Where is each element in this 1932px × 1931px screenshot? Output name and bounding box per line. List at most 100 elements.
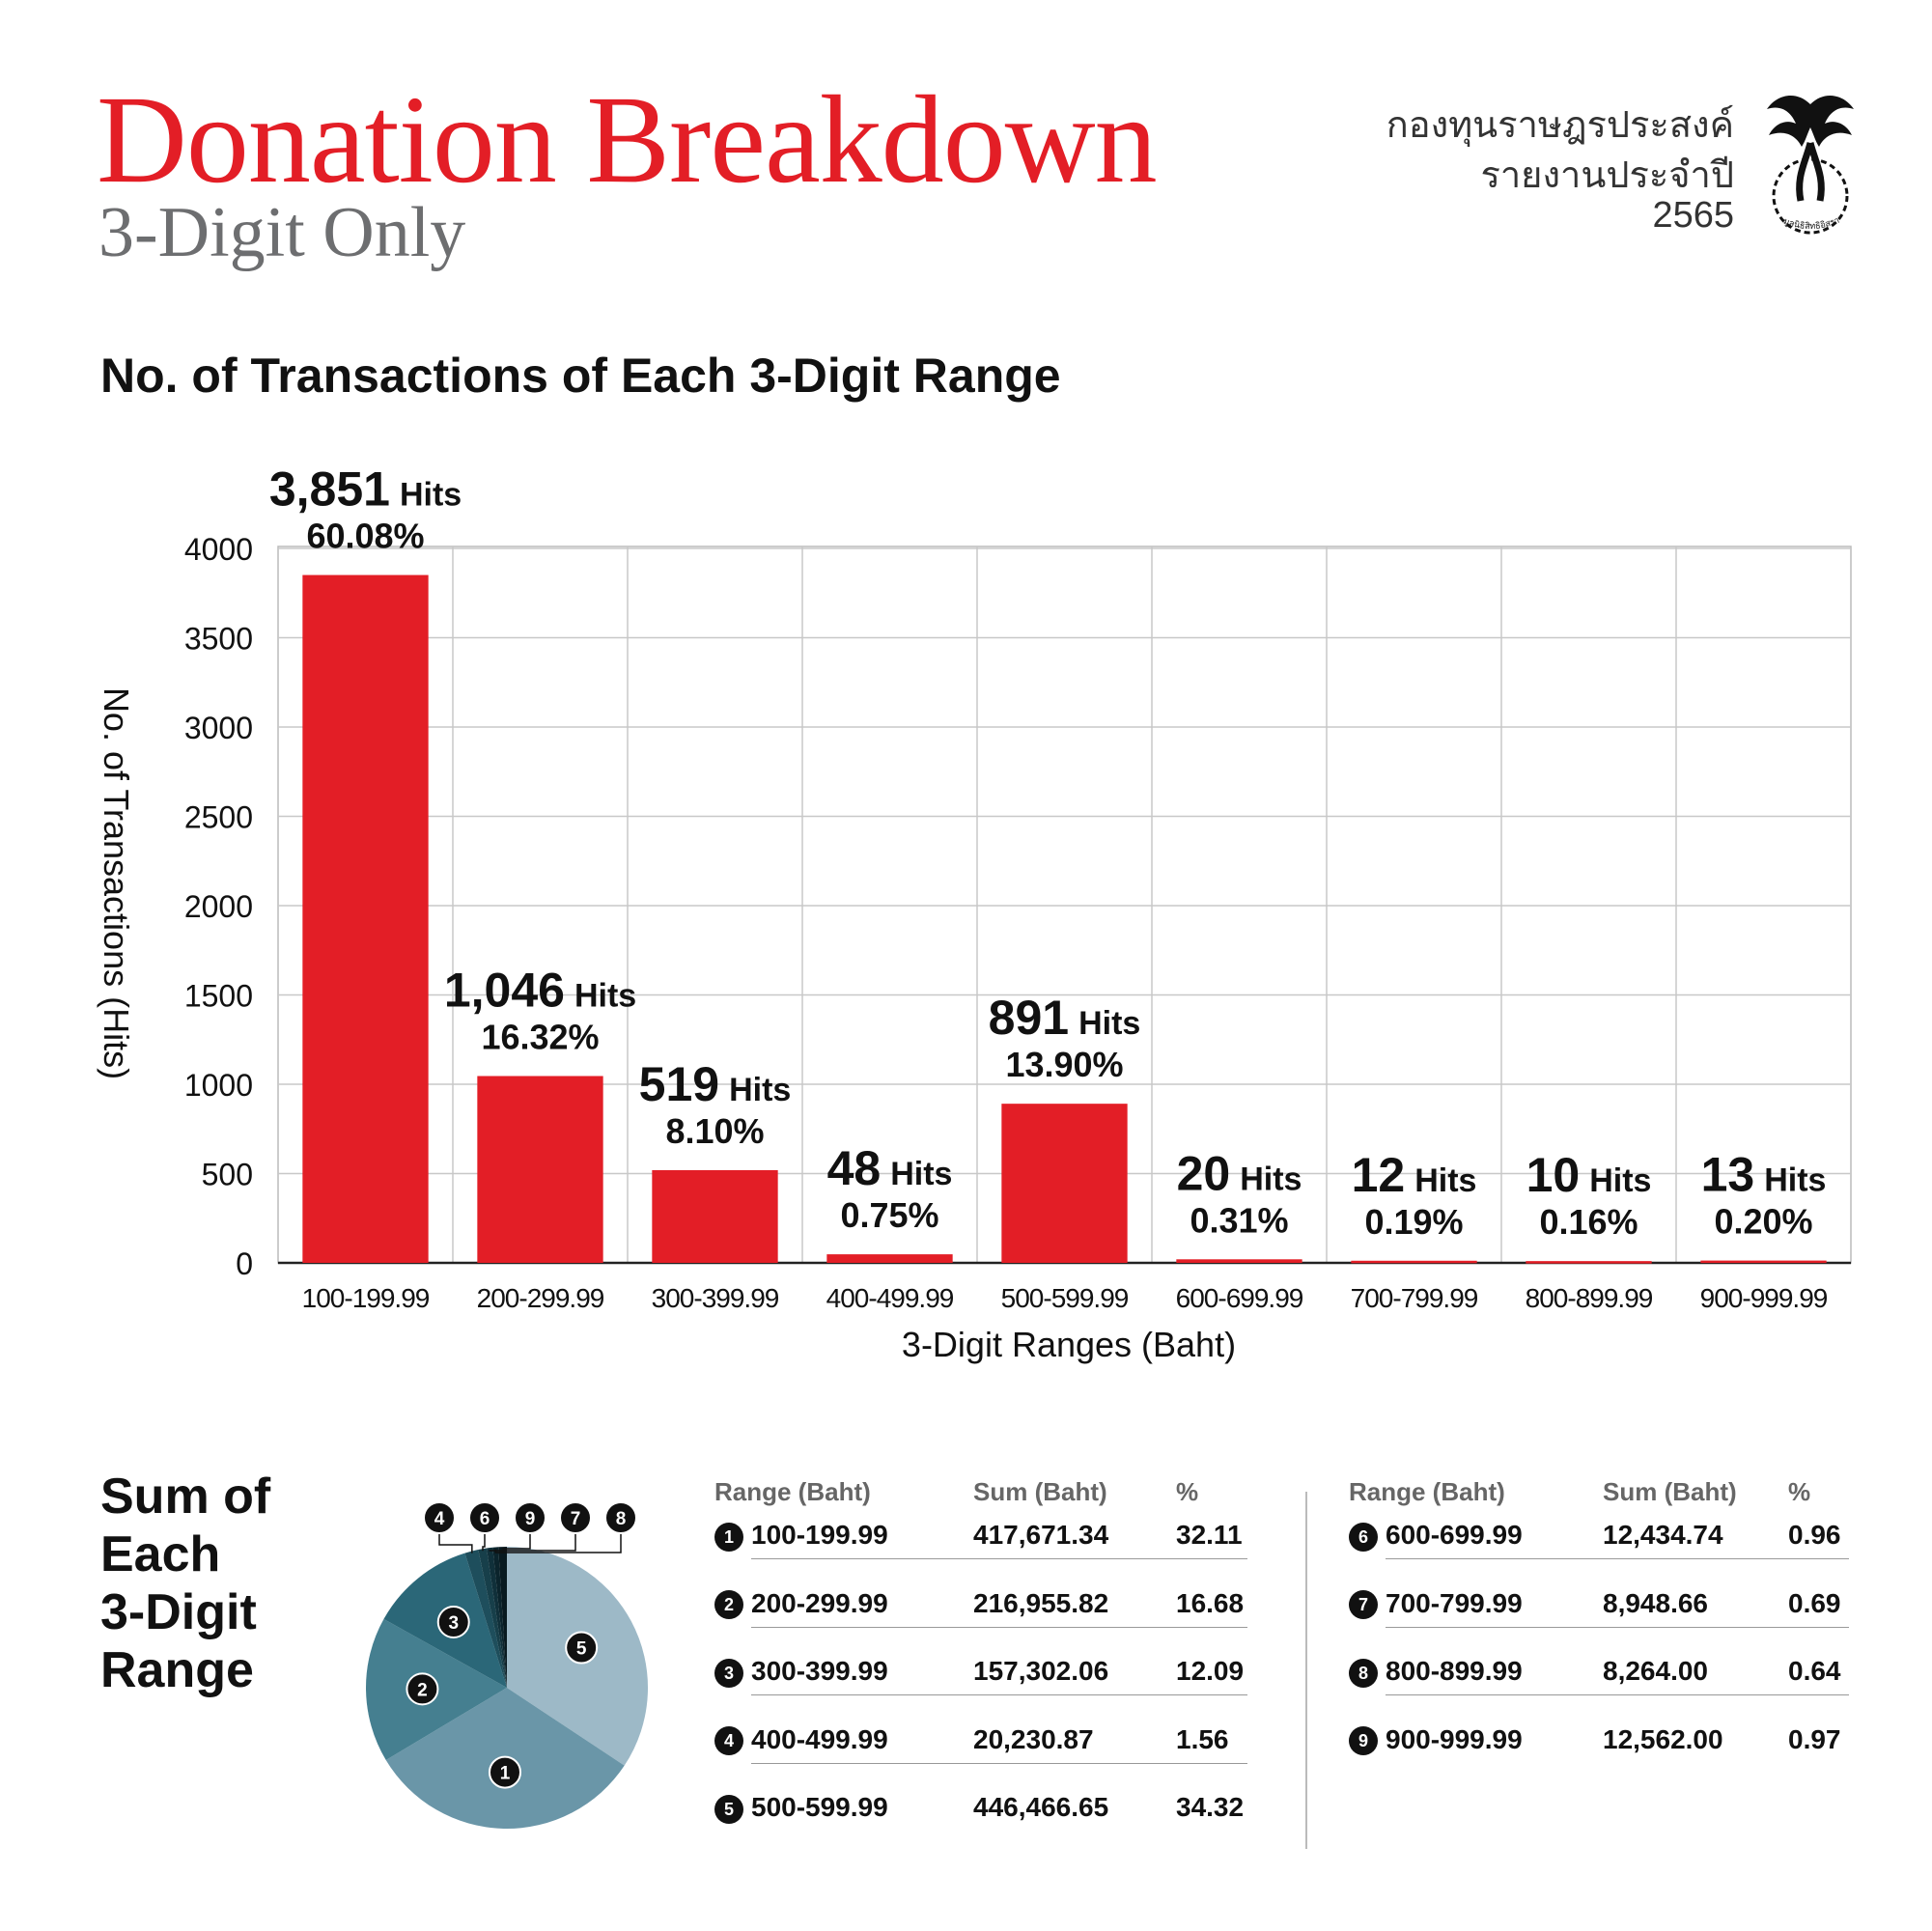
- percent-cell: 1.56: [1176, 1723, 1229, 1754]
- percent-cell: 0.96: [1788, 1520, 1841, 1550]
- y-tick-label: 1000: [184, 1068, 253, 1103]
- percent-cell: 0.69: [1788, 1587, 1841, 1618]
- table-row: 8 800-899.99 8,264.00 0.64: [1349, 1656, 1849, 1714]
- pie-slice: [464, 1550, 507, 1688]
- hit-unit: Hits: [574, 977, 636, 1014]
- x-tick-label: 200-299.99: [477, 1283, 604, 1313]
- pie-chart: 1 2 3 5 4 6 9 7 8: [366, 1501, 648, 1829]
- range-cell: 9 900-999.99: [1349, 1724, 1523, 1756]
- range-value: 800-899.99: [1386, 1656, 1523, 1686]
- range-value: 100-199.99: [751, 1520, 888, 1550]
- range-value: 700-799.99: [1386, 1587, 1523, 1618]
- y-tick-label: 3500: [184, 622, 253, 657]
- hit-unit: Hits: [1589, 1162, 1651, 1199]
- bar-percent-label: 8.10%: [665, 1111, 764, 1151]
- percent-cell: 32.11: [1176, 1520, 1243, 1550]
- y-tick-label: 2500: [184, 800, 253, 835]
- bar-percent-label: 13.90%: [1005, 1045, 1123, 1084]
- svg-text:7: 7: [571, 1509, 581, 1529]
- row-divider: [1386, 1558, 1849, 1559]
- bar-chart-title: No. of Transactions of Each 3-Digit Rang…: [100, 349, 1061, 403]
- percent-cell: 34.32: [1176, 1792, 1245, 1822]
- x-tick-label: 600-699.99: [1176, 1283, 1303, 1313]
- hit-unit: Hits: [1414, 1162, 1476, 1199]
- row-divider: [751, 1558, 1247, 1559]
- range-value: 600-699.99: [1386, 1520, 1523, 1550]
- bar-chart: 0 500 1000 1500 2000 2500 3000 3500 4000 100-199…: [97, 462, 1852, 1364]
- bar: [477, 1076, 603, 1263]
- hit-count: 13: [1701, 1148, 1755, 1202]
- table-row: 4 400-499.99 20,230.87 1.56: [714, 1724, 1247, 1782]
- row-divider: [1386, 1694, 1849, 1695]
- row-number-badge: 4: [714, 1726, 743, 1756]
- table-row: 7 700-799.99 8,948.66 0.69: [1349, 1588, 1849, 1646]
- callout-line: [501, 1533, 531, 1550]
- org-report-label: รายงานประจำปี: [1480, 155, 1734, 196]
- hit-count: 20: [1177, 1146, 1231, 1200]
- svg-text:3: 3: [448, 1613, 459, 1634]
- bar-percent-label: 0.20%: [1714, 1202, 1812, 1242]
- bar-percent-label: 60.08%: [306, 517, 424, 556]
- row-number-badge: 6: [1349, 1522, 1378, 1552]
- sum-cell: 8,264.00: [1603, 1656, 1708, 1686]
- bar-value-label: 519 Hits: [639, 1057, 792, 1111]
- bar-percent-label: 0.19%: [1364, 1202, 1463, 1242]
- svg-text:4: 4: [434, 1509, 445, 1529]
- range-value: 300-399.99: [751, 1656, 888, 1686]
- x-tick-label: 700-799.99: [1351, 1283, 1478, 1313]
- range-cell: 1 100-199.99: [714, 1520, 888, 1552]
- svg-text:1: 1: [500, 1764, 511, 1784]
- svg-text:2: 2: [417, 1680, 428, 1700]
- percent-cell: 16.68: [1176, 1587, 1245, 1618]
- slice-number-badge: 5: [565, 1631, 599, 1665]
- range-value: 900-999.99: [1386, 1723, 1523, 1754]
- percent-cell: 0.64: [1788, 1656, 1841, 1686]
- table-row: 2 200-299.99 216,955.82 16.68: [714, 1588, 1247, 1646]
- table-divider: [1305, 1492, 1307, 1849]
- hit-unit: Hits: [729, 1072, 791, 1108]
- range-cell: 4 400-499.99: [714, 1724, 888, 1756]
- row-number-badge: 3: [714, 1658, 743, 1688]
- range-header: Range (Baht): [1349, 1477, 1505, 1506]
- hit-count: 10: [1526, 1148, 1581, 1202]
- percent-cell: 0.97: [1788, 1723, 1841, 1754]
- phoenix-logo-icon: มูลนิธิสิทธิอิสรา: [1767, 95, 1854, 235]
- y-tick-label: 3000: [184, 711, 253, 745]
- hit-count: 891: [989, 991, 1069, 1045]
- hit-count: 48: [827, 1141, 882, 1195]
- sum-cell: 12,562.00: [1603, 1723, 1723, 1754]
- callout-line: [494, 1533, 622, 1553]
- pie-slice: [486, 1547, 507, 1688]
- slice-number-badge: 4: [423, 1501, 456, 1534]
- org-name: กองทุนราษฎรประสงค์: [1386, 105, 1734, 146]
- callout-line: [482, 1533, 486, 1552]
- row-divider: [751, 1762, 1247, 1764]
- main-title: Donation Breakdown: [97, 70, 1158, 210]
- bar-percent-label: 0.31%: [1190, 1200, 1288, 1240]
- table-row: 5 500-599.99 446,466.65 34.32: [714, 1792, 1247, 1850]
- y-tick-label: 4000: [184, 532, 253, 567]
- bar-value-label: 13 Hits: [1701, 1148, 1827, 1202]
- x-axis-title: 3-Digit Ranges (Baht): [902, 1325, 1236, 1364]
- x-tick-label: 300-399.99: [652, 1283, 779, 1313]
- x-tick-label: 100-199.99: [302, 1283, 430, 1313]
- slice-number-badge: 9: [514, 1501, 546, 1534]
- svg-text:5: 5: [576, 1639, 587, 1660]
- range-cell: 5 500-599.99: [714, 1792, 888, 1824]
- slice-number-badge: 2: [406, 1672, 439, 1706]
- table-row: 1 100-199.99 417,671.34 32.11: [714, 1520, 1247, 1578]
- table-row: 9 900-999.99 12,562.00 0.97: [1349, 1724, 1849, 1782]
- bar-value-label: 1,046 Hits: [444, 963, 636, 1017]
- range-cell: 8 800-899.99: [1349, 1656, 1523, 1688]
- x-tick-label: 400-499.99: [826, 1283, 954, 1313]
- bar-value-label: 10 Hits: [1526, 1148, 1652, 1202]
- bar: [1526, 1261, 1652, 1264]
- range-cell: 6 600-699.99: [1349, 1520, 1523, 1552]
- range-cell: 2 200-299.99: [714, 1588, 888, 1620]
- bar-value-label: 12 Hits: [1352, 1148, 1477, 1202]
- sum-cell: 446,466.65: [973, 1792, 1109, 1822]
- range-header: Range (Baht): [714, 1477, 871, 1506]
- org-year: 2565: [1652, 195, 1734, 236]
- pie-slice: [478, 1548, 507, 1688]
- percent-cell: 12.09: [1176, 1656, 1245, 1686]
